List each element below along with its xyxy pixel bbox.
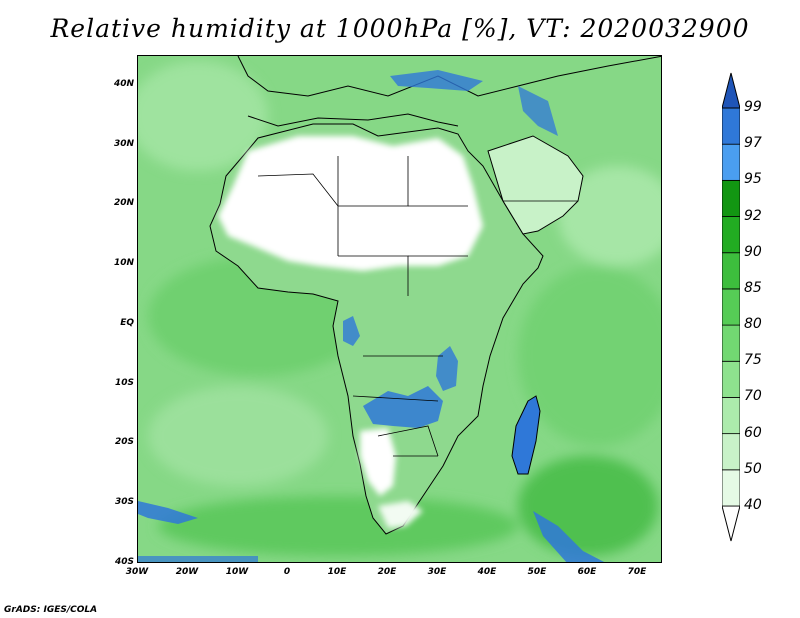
colorbar-segment	[722, 107, 740, 145]
southern-dry-region	[360, 428, 396, 496]
sahara-dry-region	[218, 136, 483, 271]
colorbar-segment	[722, 288, 740, 326]
arabia-land	[487, 135, 584, 235]
lon-tick-label: 30E	[427, 567, 447, 577]
colorbar-min-triangle	[722, 505, 740, 542]
lat-tick-label: 40S	[114, 557, 134, 567]
lon-tick-label: 60E	[577, 567, 597, 577]
colorbar-level-label: 90	[744, 243, 762, 260]
lon-tick-label: 10E	[327, 567, 347, 577]
colorbar-level-label: 95	[744, 171, 762, 188]
country-borders	[257, 156, 578, 457]
lon-tick-label: 10W	[225, 567, 249, 577]
lon-tick-label: 40E	[477, 567, 497, 577]
mediterranean-coast	[247, 113, 459, 127]
madagascar-land	[511, 395, 541, 475]
colorbar-level-label: 97	[744, 135, 762, 152]
lat-tick-label: 30S	[114, 497, 134, 508]
colorbar-segment	[722, 143, 740, 181]
colorbar-level-label: 50	[744, 460, 762, 477]
saturated-areas	[138, 70, 605, 562]
colorbar-level-label: 99	[744, 99, 762, 115]
colorbar-max-triangle	[722, 72, 740, 109]
lon-tick-label: 70E	[627, 567, 647, 577]
cape-dry-region	[378, 501, 423, 528]
lat-tick-label: EQ	[120, 317, 134, 328]
colorbar-level-label: 92	[744, 207, 762, 224]
colorbar-segment	[722, 324, 740, 362]
lat-tick-label: 10S	[114, 377, 134, 388]
humidity-map	[137, 55, 662, 563]
colorbar-segment	[722, 216, 740, 254]
lat-tick-label: 20S	[114, 437, 134, 448]
lon-tick-label: 20W	[175, 567, 199, 577]
colorbar-level-label: 60	[744, 424, 762, 441]
colorbar	[722, 72, 740, 542]
colorbar-level-label: 80	[744, 316, 762, 333]
lon-tick-label: 30W	[125, 567, 149, 577]
colorbar-segment	[722, 252, 740, 290]
grads-credit: GrADS: IGES/COLA	[4, 605, 98, 615]
colorbar-segment	[722, 397, 740, 435]
chart-title: Relative humidity at 1000hPa [%], VT: 20…	[50, 14, 750, 43]
lon-tick-label: 0	[283, 567, 291, 577]
colorbar-segment	[722, 179, 740, 217]
colorbar-level-label: 85	[744, 279, 762, 296]
map-canvas	[138, 56, 661, 562]
colorbar-level-label: 75	[744, 352, 762, 369]
lat-tick-label: 30N	[113, 138, 134, 149]
lat-tick-label: 10N	[113, 258, 134, 269]
colorbar-segment	[722, 469, 740, 507]
lon-tick-label: 20E	[377, 567, 397, 577]
colorbar-level-label: 70	[744, 388, 762, 405]
lat-tick-label: 20N	[113, 198, 134, 209]
colorbar-segment	[722, 360, 740, 398]
colorbar-segment	[722, 433, 740, 471]
lat-tick-label: 40N	[113, 78, 134, 89]
lon-tick-label: 50E	[527, 567, 547, 577]
colorbar-level-label: 40	[744, 497, 762, 513]
